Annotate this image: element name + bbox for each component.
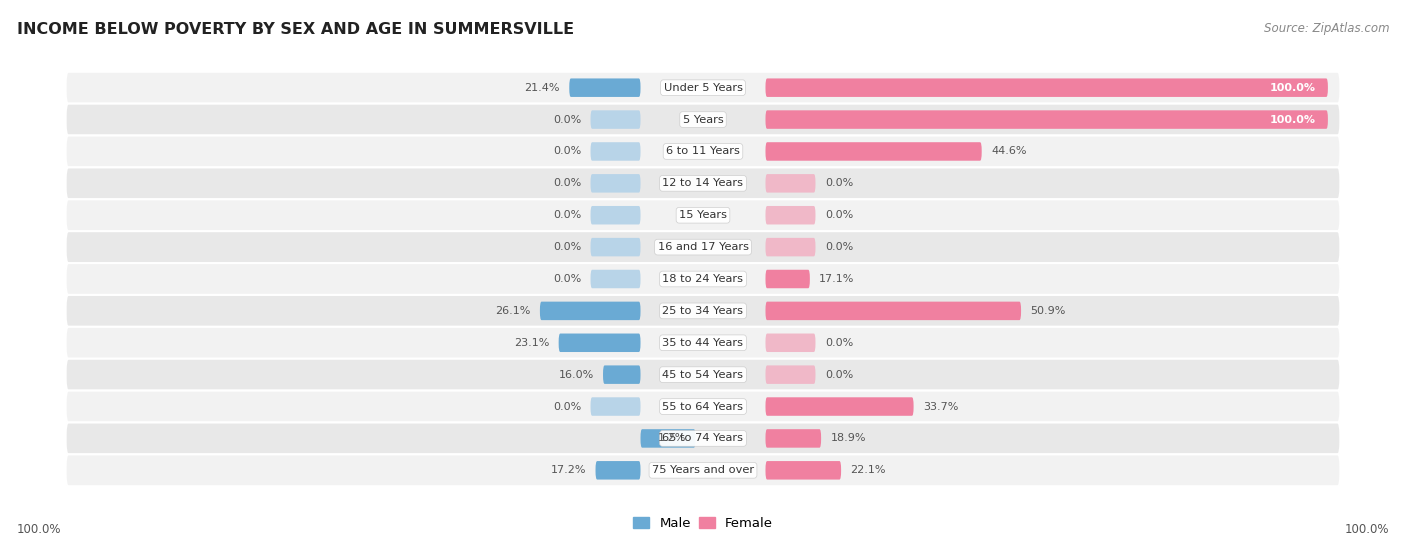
Text: 25 to 34 Years: 25 to 34 Years	[662, 306, 744, 316]
Text: 0.0%: 0.0%	[553, 114, 581, 124]
Text: 18 to 24 Years: 18 to 24 Years	[662, 274, 744, 284]
Text: 0.0%: 0.0%	[553, 210, 581, 220]
FancyBboxPatch shape	[66, 359, 1340, 391]
Text: 0.0%: 0.0%	[825, 338, 853, 348]
FancyBboxPatch shape	[591, 397, 641, 416]
Text: 45 to 54 Years: 45 to 54 Years	[662, 369, 744, 379]
FancyBboxPatch shape	[591, 142, 641, 161]
FancyBboxPatch shape	[540, 302, 641, 320]
Text: 65 to 74 Years: 65 to 74 Years	[662, 434, 744, 444]
FancyBboxPatch shape	[66, 422, 1340, 454]
Text: 26.1%: 26.1%	[495, 306, 530, 316]
FancyBboxPatch shape	[66, 391, 1340, 422]
FancyBboxPatch shape	[765, 142, 981, 161]
Text: 33.7%: 33.7%	[922, 402, 959, 412]
FancyBboxPatch shape	[591, 270, 641, 288]
Text: 17.2%: 17.2%	[551, 465, 586, 475]
Text: 17.1%: 17.1%	[820, 274, 855, 284]
FancyBboxPatch shape	[765, 397, 914, 416]
FancyBboxPatch shape	[765, 302, 1021, 320]
FancyBboxPatch shape	[591, 110, 641, 129]
FancyBboxPatch shape	[66, 199, 1340, 231]
Text: 0.0%: 0.0%	[553, 274, 581, 284]
FancyBboxPatch shape	[765, 174, 815, 193]
Legend: Male, Female: Male, Female	[627, 512, 779, 535]
Text: 0.0%: 0.0%	[825, 179, 853, 189]
Text: 0.0%: 0.0%	[553, 146, 581, 156]
Text: 12 to 14 Years: 12 to 14 Years	[662, 179, 744, 189]
FancyBboxPatch shape	[765, 270, 810, 288]
Text: 5 Years: 5 Years	[683, 114, 723, 124]
Text: Source: ZipAtlas.com: Source: ZipAtlas.com	[1264, 22, 1389, 35]
FancyBboxPatch shape	[765, 110, 1327, 129]
Text: 16.0%: 16.0%	[558, 369, 593, 379]
FancyBboxPatch shape	[66, 104, 1340, 136]
FancyBboxPatch shape	[569, 79, 641, 97]
Text: 1.2%: 1.2%	[658, 434, 686, 444]
Text: 100.0%: 100.0%	[1270, 114, 1316, 124]
FancyBboxPatch shape	[591, 174, 641, 193]
FancyBboxPatch shape	[765, 206, 815, 224]
FancyBboxPatch shape	[591, 238, 641, 256]
FancyBboxPatch shape	[603, 365, 641, 384]
FancyBboxPatch shape	[591, 206, 641, 224]
Text: 16 and 17 Years: 16 and 17 Years	[658, 242, 748, 252]
Text: 55 to 64 Years: 55 to 64 Years	[662, 402, 744, 412]
Text: 0.0%: 0.0%	[553, 179, 581, 189]
Text: 75 Years and over: 75 Years and over	[652, 465, 754, 475]
FancyBboxPatch shape	[66, 454, 1340, 486]
FancyBboxPatch shape	[765, 79, 1327, 97]
Text: 0.0%: 0.0%	[825, 242, 853, 252]
Text: 21.4%: 21.4%	[524, 83, 560, 93]
Text: 18.9%: 18.9%	[831, 434, 866, 444]
Text: 50.9%: 50.9%	[1031, 306, 1066, 316]
Text: 23.1%: 23.1%	[515, 338, 550, 348]
Text: INCOME BELOW POVERTY BY SEX AND AGE IN SUMMERSVILLE: INCOME BELOW POVERTY BY SEX AND AGE IN S…	[17, 22, 574, 37]
Text: 100.0%: 100.0%	[1270, 83, 1316, 93]
FancyBboxPatch shape	[765, 238, 815, 256]
FancyBboxPatch shape	[66, 231, 1340, 263]
FancyBboxPatch shape	[765, 429, 821, 448]
FancyBboxPatch shape	[558, 334, 641, 352]
Text: 35 to 44 Years: 35 to 44 Years	[662, 338, 744, 348]
FancyBboxPatch shape	[66, 72, 1340, 104]
Text: 0.0%: 0.0%	[553, 242, 581, 252]
Text: 6 to 11 Years: 6 to 11 Years	[666, 146, 740, 156]
FancyBboxPatch shape	[596, 461, 641, 479]
FancyBboxPatch shape	[66, 167, 1340, 199]
Text: 100.0%: 100.0%	[17, 523, 62, 536]
Text: 44.6%: 44.6%	[991, 146, 1026, 156]
FancyBboxPatch shape	[66, 327, 1340, 359]
FancyBboxPatch shape	[765, 334, 815, 352]
FancyBboxPatch shape	[66, 263, 1340, 295]
Text: 0.0%: 0.0%	[825, 210, 853, 220]
Text: 15 Years: 15 Years	[679, 210, 727, 220]
FancyBboxPatch shape	[66, 295, 1340, 327]
FancyBboxPatch shape	[765, 365, 815, 384]
FancyBboxPatch shape	[641, 429, 696, 448]
Text: 0.0%: 0.0%	[553, 402, 581, 412]
Text: 100.0%: 100.0%	[1344, 523, 1389, 536]
Text: 0.0%: 0.0%	[825, 369, 853, 379]
Text: 22.1%: 22.1%	[851, 465, 886, 475]
FancyBboxPatch shape	[765, 461, 841, 479]
FancyBboxPatch shape	[66, 136, 1340, 167]
Text: Under 5 Years: Under 5 Years	[664, 83, 742, 93]
